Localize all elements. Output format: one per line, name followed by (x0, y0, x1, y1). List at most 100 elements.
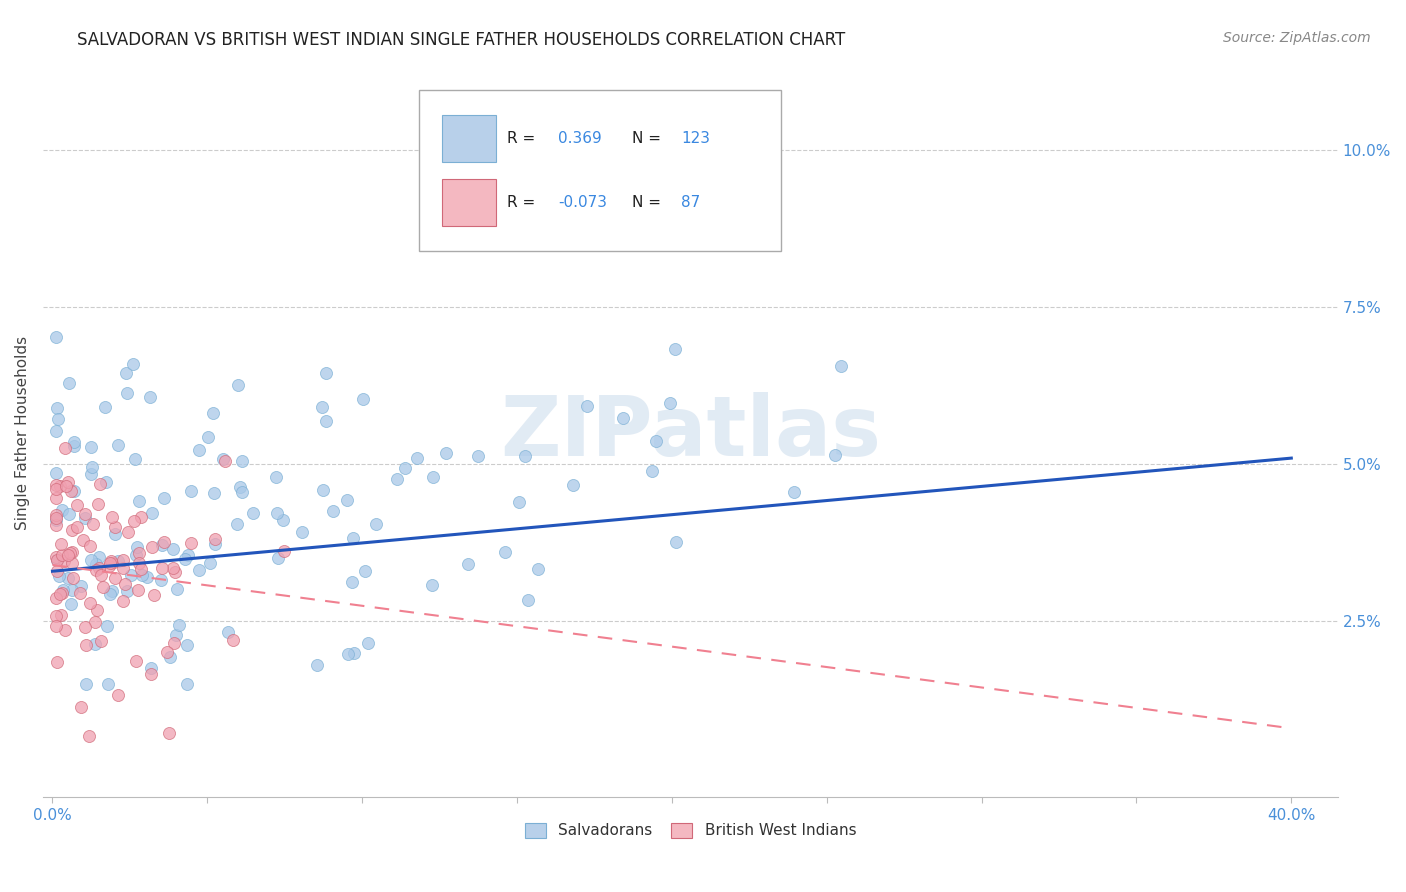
Point (162, 561, 184, 575)
FancyBboxPatch shape (441, 115, 496, 161)
Point (107, 554, 129, 568)
Point (90, 568, 112, 582)
Text: N =: N = (633, 131, 661, 146)
Point (406, 451, 429, 466)
Text: SALVADORAN VS BRITISH WEST INDIAN SINGLE FATHER HOUSEHOLDS CORRELATION CHART: SALVADORAN VS BRITISH WEST INDIAN SINGLE… (77, 31, 845, 49)
Point (226, 378, 249, 392)
Point (51, 586, 73, 600)
Point (96, 475, 118, 489)
Point (315, 366, 337, 380)
Point (434, 446, 457, 460)
Point (139, 661, 162, 675)
Point (112, 553, 135, 567)
Point (48, 569, 70, 583)
Point (98, 556, 121, 570)
Point (141, 540, 163, 554)
Point (46, 412, 69, 426)
Text: R =: R = (506, 195, 534, 211)
Point (337, 648, 360, 662)
Point (167, 617, 190, 632)
Point (69, 585, 91, 599)
Point (73, 511, 96, 525)
Point (242, 506, 264, 520)
Point (45, 549, 67, 564)
Point (89, 561, 111, 575)
Point (58, 376, 80, 390)
Point (115, 583, 138, 598)
Point (72, 533, 94, 547)
Point (45, 553, 67, 567)
Point (62, 571, 84, 585)
Point (142, 588, 165, 602)
Point (101, 510, 124, 524)
Point (641, 464, 664, 478)
Point (136, 570, 159, 584)
Point (188, 442, 211, 457)
Point (217, 625, 239, 640)
Point (124, 451, 146, 466)
Point (562, 478, 585, 492)
FancyBboxPatch shape (441, 179, 496, 226)
Point (96, 619, 118, 633)
Point (150, 561, 173, 575)
Point (202, 486, 225, 500)
Point (494, 545, 516, 559)
Point (89, 550, 111, 565)
Point (225, 516, 247, 531)
Point (45, 425, 67, 439)
Point (201, 405, 224, 419)
Point (664, 342, 686, 356)
Point (222, 633, 245, 648)
Point (60, 484, 83, 499)
Point (291, 525, 314, 540)
Point (107, 688, 129, 702)
Point (104, 520, 127, 534)
Point (59, 597, 82, 611)
Point (311, 400, 333, 414)
Point (80, 553, 103, 567)
Point (229, 480, 252, 494)
Point (122, 357, 145, 371)
Point (174, 551, 197, 566)
Point (69, 699, 91, 714)
Point (125, 540, 148, 554)
Point (131, 510, 153, 524)
Point (98, 587, 121, 601)
Point (357, 635, 380, 649)
Point (153, 491, 176, 506)
Point (79, 729, 101, 743)
Point (117, 524, 139, 539)
Point (45, 466, 67, 480)
Point (128, 546, 150, 560)
Point (515, 449, 537, 463)
Text: ZIPatlas: ZIPatlas (501, 392, 882, 474)
Point (80, 440, 103, 454)
Point (231, 453, 253, 467)
Point (63, 434, 86, 449)
Point (353, 564, 375, 578)
Point (131, 568, 153, 582)
Point (59, 546, 82, 560)
Point (342, 532, 364, 546)
Point (343, 646, 366, 660)
Point (45, 482, 67, 496)
Point (114, 577, 136, 591)
Point (139, 667, 162, 681)
Point (63, 439, 86, 453)
Point (90, 634, 112, 648)
Point (86, 563, 108, 577)
Point (49, 537, 72, 551)
Point (141, 506, 163, 520)
Y-axis label: Single Father Households: Single Father Households (15, 336, 30, 530)
Point (122, 514, 145, 528)
Point (45, 591, 67, 606)
Point (176, 638, 198, 652)
Point (101, 557, 124, 571)
Point (52, 582, 75, 597)
Point (46, 553, 69, 567)
Point (128, 494, 150, 508)
Point (149, 573, 172, 587)
Point (45, 511, 67, 525)
Point (75, 508, 97, 522)
Point (63, 484, 86, 499)
